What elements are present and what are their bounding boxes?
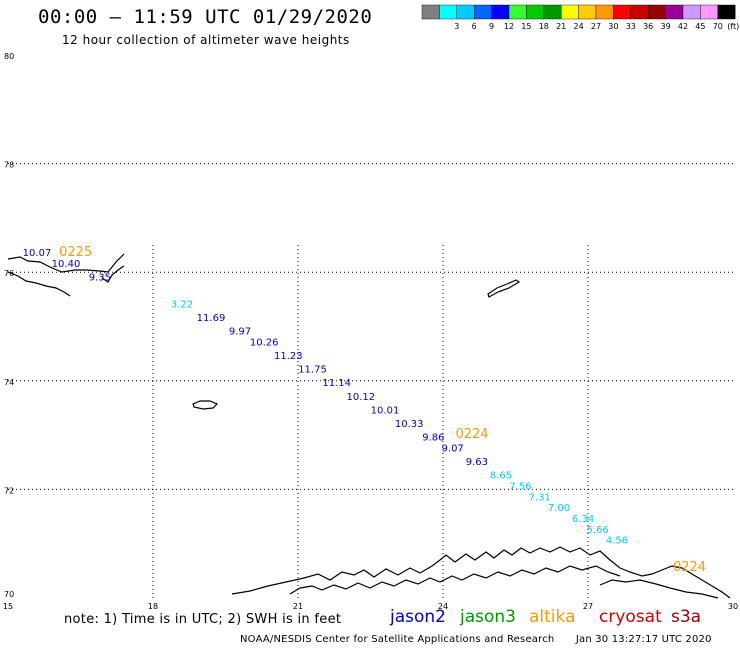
norway-coast	[231, 546, 731, 599]
svalbard-coast	[7, 253, 125, 297]
legend-swatch	[665, 4, 684, 20]
satellite-cryosat: cryosat	[599, 607, 662, 627]
legend-label: 42	[678, 22, 688, 31]
y-tick-label: 78	[4, 161, 14, 170]
footer-org: NOAA/NESDIS Center for Satellite Applica…	[240, 634, 555, 645]
legend-swatch	[526, 4, 545, 20]
swh-point-label: 7.00	[548, 503, 570, 514]
bear-island	[192, 400, 219, 410]
legend-label: 36	[643, 22, 653, 31]
chart-subtitle: 12 hour collection of altimeter wave hei…	[62, 33, 350, 47]
swh-point-label: 8.65	[490, 471, 512, 482]
swh-point-label: 5.66	[587, 525, 609, 536]
coastlines	[7, 253, 731, 599]
pass-time-label: 0225	[59, 245, 92, 260]
legend-swatch	[543, 4, 562, 20]
swh-point-label: 11.75	[298, 365, 327, 376]
footer: NOAA/NESDIS Center for Satellite Applica…	[240, 634, 730, 645]
legend-swatch	[630, 4, 649, 20]
legend-swatch	[578, 4, 597, 20]
x-tick-label: 21	[293, 602, 303, 611]
legend-label: 30	[608, 22, 618, 31]
legend-label: 12	[504, 22, 514, 31]
legend-swatch	[682, 4, 701, 20]
y-tick-label: 74	[4, 378, 14, 387]
legend-swatch	[508, 4, 527, 20]
swh-point-label: 9.97	[229, 327, 251, 338]
swh-point-label: 4.56	[606, 536, 628, 547]
legend-label: 9	[489, 22, 494, 31]
y-tick-label: 72	[4, 486, 14, 495]
swh-point-label: 9.86	[422, 433, 444, 444]
swh-point-label: 11.14	[322, 378, 351, 389]
note-text: note: 1) Time is in UTC; 2) SWH is in fe…	[64, 612, 342, 627]
swh-point-label: 3.22	[171, 299, 193, 310]
x-tick-label: 18	[148, 602, 158, 611]
color-legend: 3 6 9 12 15 18 21 24 27 30 33 36 39 42 45 70 (ft)	[421, 4, 739, 31]
swh-point-label: 6.34	[572, 514, 594, 525]
legend-swatch	[456, 4, 475, 20]
y-tick-label: 70	[4, 590, 14, 599]
legend-label: 27	[591, 22, 601, 31]
y-tick-label: 80	[4, 52, 14, 61]
legend-label: 33	[626, 22, 636, 31]
legend-swatch	[439, 4, 457, 20]
legend-label: 6	[472, 22, 477, 31]
legend-label: 3	[454, 22, 459, 31]
legend-label: 39	[661, 22, 671, 31]
chart-title: 00:00 – 11:59 UTC 01/29/2020	[38, 6, 373, 28]
legend-swatch	[561, 4, 579, 20]
legend-swatch	[491, 4, 510, 20]
pass-time-label: 0224	[673, 560, 706, 575]
legend-swatch	[648, 4, 666, 20]
x-tick-label: 15	[3, 602, 13, 611]
legend-unit: (ft)	[727, 22, 739, 31]
legend-label: 24	[574, 22, 584, 31]
satellite-altika: altika	[529, 607, 576, 627]
swh-point-label: 7.31	[529, 492, 551, 503]
grid	[8, 163, 733, 598]
swh-point-label: 9.07	[442, 443, 464, 454]
legend-swatch	[595, 4, 614, 20]
kong-karls-land	[487, 279, 521, 298]
satellite-jason2: jason2	[390, 607, 446, 627]
legend-label: 70	[713, 22, 723, 31]
x-tick-label: 24	[438, 602, 448, 611]
swh-point-label: 10.07	[23, 248, 52, 259]
swh-point-label: 11.23	[274, 351, 303, 362]
swh-point-label: 10.33	[395, 419, 424, 430]
x-tick-label: 27	[583, 602, 593, 611]
swh-point-label: 10.40	[52, 259, 81, 270]
satellite-s3a: s3a	[671, 607, 702, 627]
legend-label: 21	[556, 22, 566, 31]
swh-point-label: 9.35	[89, 272, 111, 283]
swh-point-label: 10.01	[371, 405, 400, 416]
satellite-jason3: jason3	[460, 607, 516, 627]
swh-point-label: 11.69	[197, 313, 226, 324]
pass-time-annotations: 0225 0224 0224	[59, 245, 706, 575]
footer-generated: Jan 30 13:27:17 UTC 2020	[575, 634, 712, 645]
swh-point-label: 10.26	[250, 338, 279, 349]
legend-label: 18	[539, 22, 549, 31]
x-tick-label: 30	[728, 602, 738, 611]
legend-label: 15	[521, 22, 531, 31]
axis-labels: 70 72 74 76 78 80 15 18 21 24 27 30	[3, 52, 738, 611]
legend-swatch	[421, 4, 440, 20]
legend-swatch	[613, 4, 632, 20]
legend-swatch	[700, 4, 719, 20]
swh-point-label: 7.56	[509, 481, 531, 492]
legend-label: 45	[695, 22, 705, 31]
pass-time-label: 0224	[455, 427, 488, 442]
swh-point-label: 9.63	[466, 457, 488, 468]
y-tick-label: 76	[4, 269, 14, 278]
swh-point-label: 10.12	[347, 392, 376, 403]
legend-swatch	[474, 4, 492, 20]
legend-swatch	[717, 4, 736, 20]
